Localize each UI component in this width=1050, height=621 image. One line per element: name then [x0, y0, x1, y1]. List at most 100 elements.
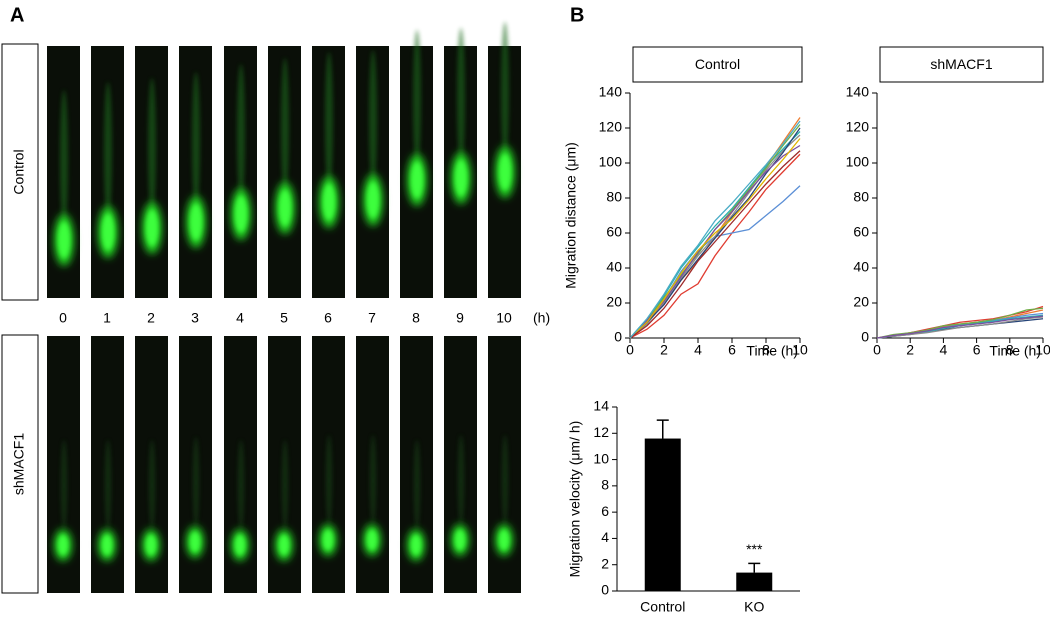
series-line [876, 307, 1044, 339]
y-tick-label: 0 [861, 329, 869, 345]
y-tick-label: 40 [606, 259, 622, 275]
cell [58, 222, 70, 258]
y-tick-label: 20 [606, 294, 622, 310]
x-tick-label: 0 [626, 342, 634, 358]
x-tick-label: 10 [1035, 342, 1050, 358]
y-tick-label: 80 [606, 189, 622, 205]
time-label: 5 [280, 310, 288, 326]
cell-trail [413, 30, 421, 170]
series-line [629, 150, 801, 339]
cell [411, 162, 423, 198]
cell [279, 535, 289, 555]
y-tick-label: 140 [599, 84, 623, 100]
cell [499, 530, 509, 550]
y-tick-label: 2 [601, 555, 609, 571]
y-tick-label: 100 [599, 154, 623, 170]
x-axis-label: Time (h) [989, 343, 1041, 359]
time-label: 9 [456, 310, 464, 326]
cell [102, 214, 114, 250]
cell-trail [148, 78, 156, 218]
cell-trail [369, 50, 377, 190]
cell-trail [105, 440, 111, 530]
cell-trail [237, 64, 245, 204]
x-tick-label: 2 [906, 342, 914, 358]
y-tick-label: 10 [593, 450, 609, 466]
y-tick-label: 6 [601, 503, 609, 519]
time-label: 4 [236, 310, 244, 326]
title-box [632, 46, 803, 83]
y-tick-label: 100 [846, 154, 870, 170]
y-tick-label: 20 [853, 294, 869, 310]
x-tick-label: 0 [873, 342, 881, 358]
series-line [629, 120, 801, 339]
cell-trail [282, 440, 288, 530]
series-line [629, 185, 801, 339]
series-line [876, 316, 1044, 339]
cell [455, 160, 467, 196]
cell-trail [193, 437, 199, 527]
cell-trail [326, 435, 332, 525]
row-label: shMACF1 [11, 433, 27, 495]
chart-title: Control [695, 56, 740, 72]
row-label-box [1, 43, 39, 301]
time-label: 8 [412, 310, 420, 326]
time-label: 6 [324, 310, 332, 326]
y-tick-label: 14 [593, 398, 609, 414]
cell [499, 154, 511, 190]
panel-label: B [570, 4, 584, 26]
cell-trail [192, 72, 200, 212]
series-line [629, 117, 801, 339]
x-tick-label: 8 [762, 342, 770, 358]
cell [279, 190, 291, 226]
cell-trail [502, 435, 508, 525]
y-tick-label: 40 [853, 259, 869, 275]
time-label: 10 [496, 310, 512, 326]
x-tick-label: 2 [660, 342, 668, 358]
x-tick-label: 10 [792, 342, 808, 358]
cell-trail [60, 90, 68, 230]
series-line [876, 315, 1044, 339]
cell [235, 196, 247, 232]
series-line [629, 153, 801, 339]
x-tick-label: Control [640, 599, 685, 615]
cell [146, 535, 156, 555]
bar [736, 572, 773, 591]
cell [190, 204, 202, 240]
cell-trail [281, 58, 289, 198]
cell-trail [457, 28, 465, 168]
y-tick-label: 120 [846, 119, 870, 135]
time-label: 0 [59, 310, 67, 326]
x-tick-label: 4 [940, 342, 948, 358]
cell-trail [238, 440, 244, 530]
cell-trail [325, 52, 333, 192]
x-axis-label: Time (h) [746, 343, 798, 359]
cell-trail [149, 440, 155, 530]
row-label: Control [11, 149, 27, 194]
y-axis-label: Migration distance (μm) [563, 142, 579, 289]
title-box [879, 46, 1044, 83]
annotation: *** [746, 541, 763, 557]
y-tick-label: 4 [601, 529, 609, 545]
series-line [629, 138, 801, 339]
y-tick-label: 60 [853, 224, 869, 240]
time-unit: (h) [533, 310, 550, 326]
row-label-box [1, 334, 39, 594]
time-label: 7 [368, 310, 376, 326]
x-tick-label: 8 [1006, 342, 1014, 358]
time-label: 2 [147, 310, 155, 326]
y-tick-label: 140 [846, 84, 870, 100]
cell [455, 530, 465, 550]
cell-trail [501, 22, 509, 162]
micrographs [47, 22, 521, 593]
y-tick-label: 60 [606, 224, 622, 240]
x-tick-label: KO [744, 599, 764, 615]
chart-title: shMACF1 [930, 56, 992, 72]
y-tick-label: 0 [601, 582, 609, 598]
y-tick-label: 120 [599, 119, 623, 135]
cell [323, 184, 335, 220]
cell-trail [414, 440, 420, 530]
cell [323, 530, 333, 550]
y-tick-label: 8 [601, 477, 609, 493]
cell [235, 535, 245, 555]
